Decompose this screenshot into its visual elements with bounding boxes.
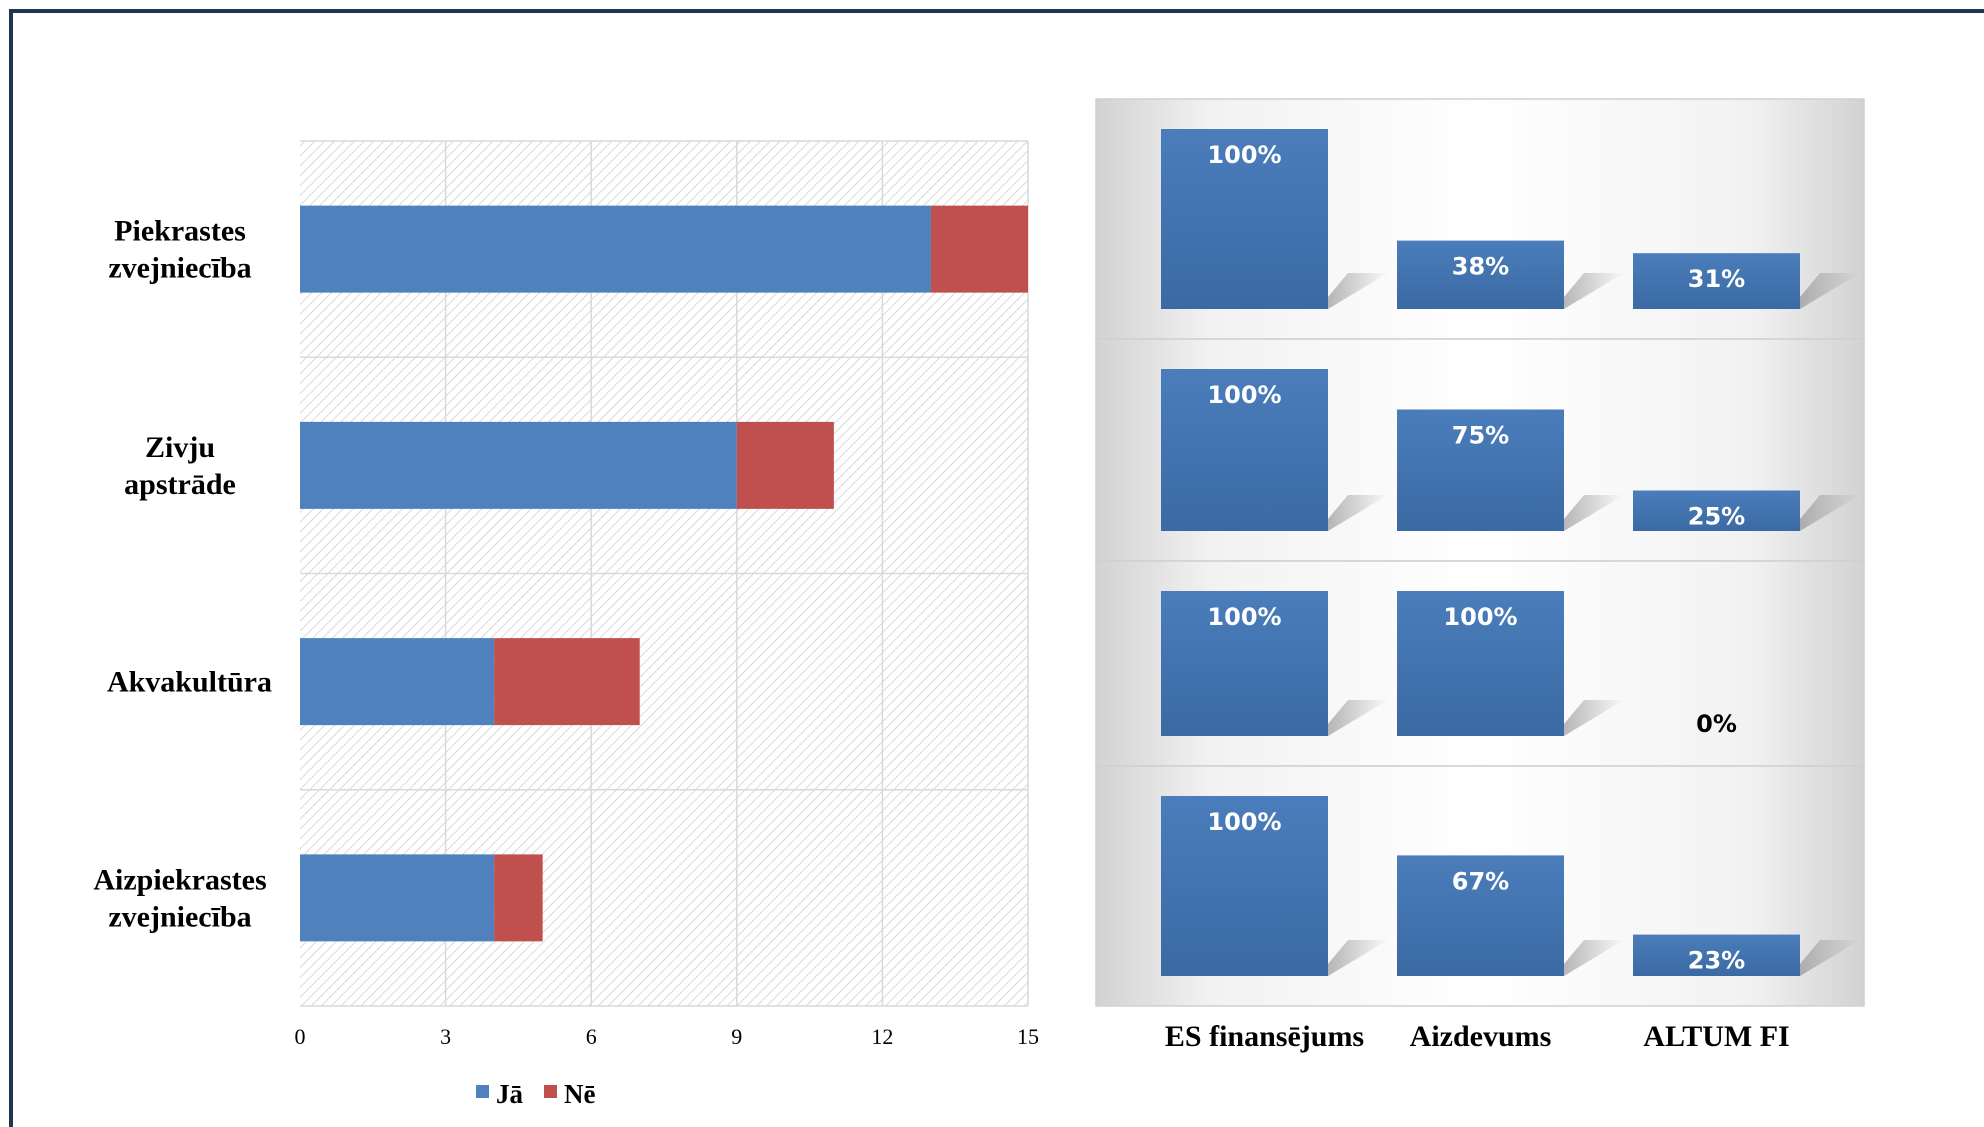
- percentage-bar: [1397, 409, 1564, 531]
- percentage-label: 25%: [1688, 503, 1745, 531]
- bar-segment: [300, 421, 737, 509]
- percentage-label: 38%: [1452, 253, 1509, 281]
- percentage-bar: [1161, 591, 1328, 736]
- x-tick-label: 12: [871, 1024, 893, 1049]
- percentage-label: 100%: [1443, 603, 1517, 631]
- page-frame: [9, 9, 1984, 1127]
- percentage-bar: [1633, 490, 1800, 531]
- legend-label: Jā: [496, 1079, 524, 1109]
- percentage-label: 100%: [1207, 381, 1281, 409]
- category-label-line: apstrāde: [124, 468, 236, 501]
- legend-label: Nē: [564, 1079, 595, 1109]
- percentage-label: 100%: [1207, 603, 1281, 631]
- percentage-bar: [1161, 796, 1328, 976]
- legend-swatch: [476, 1085, 489, 1098]
- category-label-line: Zivju: [145, 431, 215, 464]
- percentage-bar: [1397, 855, 1564, 976]
- bar-shadow: [1564, 940, 1624, 976]
- percentage-label: 75%: [1452, 422, 1509, 450]
- percentage-label: 100%: [1207, 141, 1281, 169]
- bar-shadow: [1564, 273, 1624, 309]
- bar-segment: [300, 854, 495, 942]
- percentage-bar: [1161, 129, 1328, 309]
- x-category-label: ES finansējums: [1165, 1020, 1364, 1053]
- x-category-label: ALTUM FI: [1643, 1020, 1789, 1053]
- category-label-line: zvejniecība: [108, 252, 251, 285]
- x-tick-label: 3: [440, 1024, 451, 1049]
- bar-segment: [300, 638, 495, 726]
- bar-segment: [300, 205, 931, 293]
- bar-segment: [930, 205, 1028, 293]
- category-label-line: Akvakultūra: [107, 666, 272, 699]
- category-label-line: Piekrastes: [114, 215, 246, 248]
- category-label: Akvakultūra: [107, 666, 272, 699]
- category-label: Zivju apstrāde: [124, 431, 236, 501]
- bar-shadow: [1328, 700, 1388, 736]
- percentage-label: 31%: [1688, 265, 1745, 293]
- bar-segment: [494, 854, 543, 942]
- percentage-bar: [1397, 240, 1564, 309]
- bar-shadow: [1328, 273, 1388, 309]
- category-label-line: Aizpiekrastes: [93, 863, 266, 896]
- stacked-bar-chart: Piekrastes zvejniecība Zivju apstrāde Akvaku…: [93, 140, 1039, 1109]
- bar-shadow: [1800, 273, 1860, 309]
- bar-shadow: [1800, 495, 1860, 531]
- x-tick-label: 15: [1017, 1024, 1039, 1049]
- percentage-bar: [1161, 369, 1328, 531]
- x-tick-label: 0: [295, 1024, 306, 1049]
- percentage-bar: [1397, 591, 1564, 736]
- percentage-label: 100%: [1207, 808, 1281, 836]
- percentage-label: 67%: [1452, 867, 1509, 895]
- x-tick-label: 6: [586, 1024, 597, 1049]
- bar-shadow: [1328, 495, 1388, 531]
- percentage-bar: [1633, 934, 1800, 976]
- bar-segment: [494, 638, 640, 726]
- bar-shadow: [1800, 940, 1860, 976]
- percentage-label: 0%: [1696, 710, 1737, 738]
- percentage-bar: [1633, 253, 1800, 309]
- category-label: Aizpiekrastes zvejniecība: [93, 863, 266, 933]
- x-tick-label: 9: [731, 1024, 742, 1049]
- bar-shadow: [1328, 940, 1388, 976]
- bar-shadow: [1564, 495, 1624, 531]
- x-category-label: Aizdevums: [1410, 1020, 1552, 1053]
- percentage-bar-panels: 100% 38% 31% 100% 75% 25% 100% 100% 0% 100% 67% 23%…: [1095, 98, 1865, 1053]
- category-label: Piekrastes zvejniecība: [108, 215, 251, 285]
- bar-segment: [736, 421, 834, 509]
- percentage-label: 23%: [1688, 947, 1745, 975]
- bar-shadow: [1564, 700, 1624, 736]
- legend-swatch: [544, 1085, 557, 1098]
- category-label-line: zvejniecība: [108, 900, 251, 933]
